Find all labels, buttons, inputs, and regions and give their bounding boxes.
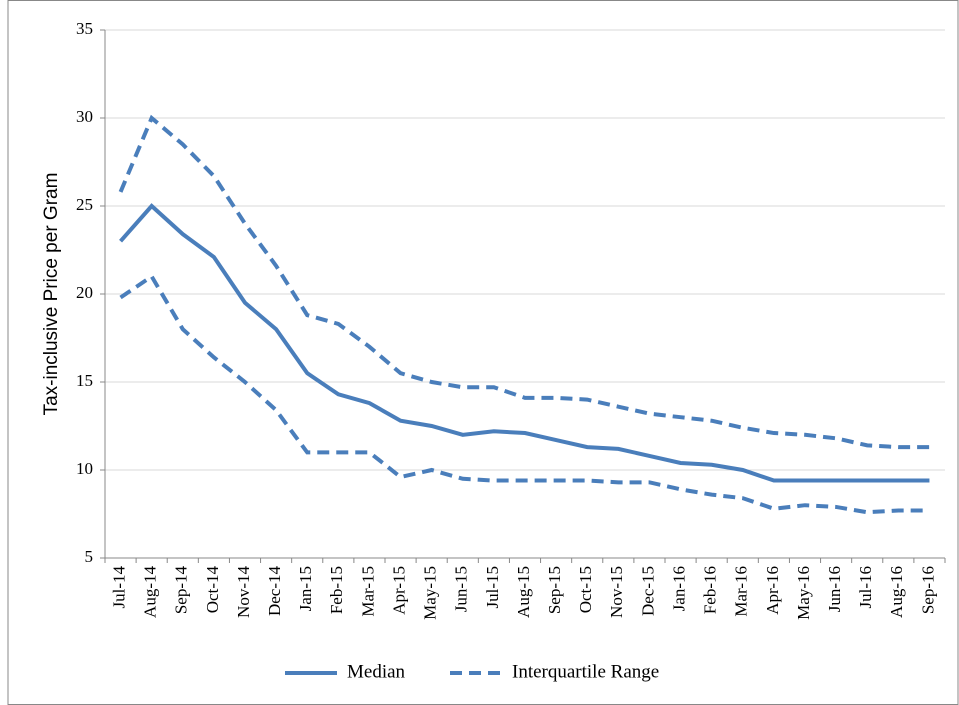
y-tick-label: 10	[76, 459, 93, 478]
x-tick-label: Mar-15	[358, 566, 377, 617]
x-tick-label: Nov-14	[234, 566, 253, 618]
line	[118, 114, 930, 450]
x-tick-label: Feb-15	[327, 566, 346, 614]
x-tick-label: Dec-15	[638, 566, 657, 616]
x-tick-label: Sep-14	[172, 566, 191, 615]
x-tick-label: Jan-16	[669, 566, 688, 611]
x-tick-label: Jul-16	[856, 566, 875, 609]
legend-label: Interquartile Range	[512, 661, 659, 682]
x-tick-label: Jun-15	[452, 566, 471, 612]
x-tick-label: Mar-16	[732, 566, 751, 617]
x-tick-label: Apr-16	[763, 566, 782, 615]
y-tick-label: 20	[76, 283, 93, 302]
x-tick-label: Aug-15	[514, 566, 533, 618]
x-tick-label: Feb-16	[701, 566, 720, 614]
x-tick-label: Aug-16	[887, 566, 906, 618]
y-tick-label: 35	[76, 19, 93, 38]
x-tick-label: Jan-15	[296, 566, 315, 611]
x-tick-label: Nov-15	[607, 566, 626, 618]
line	[119, 273, 930, 515]
y-tick-label: 15	[76, 371, 93, 390]
x-tick-label: Dec-14	[265, 566, 284, 617]
y-tick-label: 5	[85, 547, 94, 566]
y-tick-label: 25	[76, 195, 93, 214]
x-tick-label: Oct-15	[576, 566, 595, 613]
x-tick-label: Jul-14	[109, 566, 128, 609]
x-tick-label: Jun-16	[825, 566, 844, 612]
x-tick-label: Aug-14	[141, 566, 160, 618]
x-tick-label: Sep-15	[545, 566, 564, 614]
y-tick-label: 30	[76, 107, 93, 126]
line	[119, 203, 930, 483]
x-tick-label: Jul-15	[483, 566, 502, 609]
x-tick-label: May-15	[421, 566, 440, 620]
y-axis-label: Tax-inclusive Price per Gram	[41, 173, 62, 416]
x-tick-label: May-16	[794, 566, 813, 620]
legend-label: Median	[347, 661, 406, 682]
x-tick-label: Apr-15	[389, 566, 408, 615]
x-tick-label: Sep-16	[918, 566, 937, 614]
x-tick-label: Oct-14	[203, 566, 222, 614]
